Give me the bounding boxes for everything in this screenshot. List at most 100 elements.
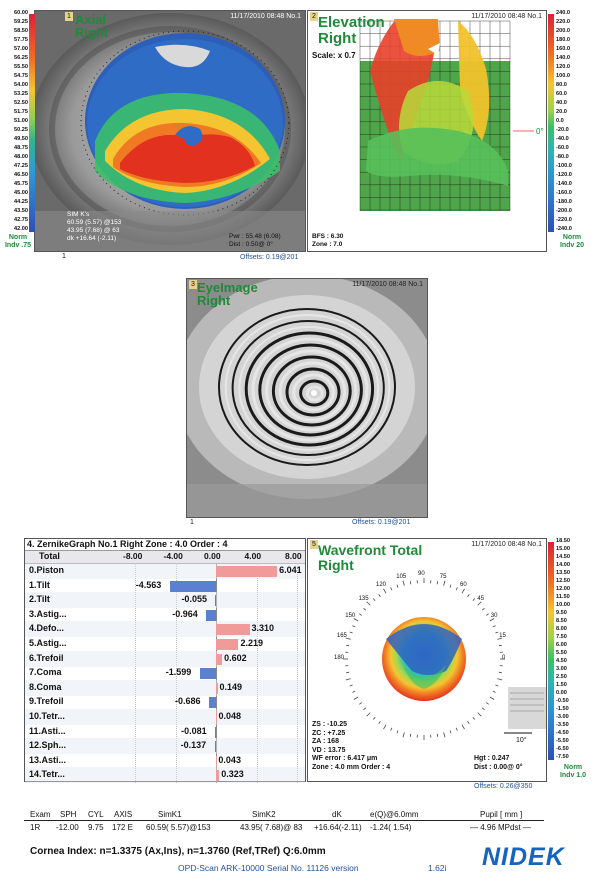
zernike-row-value: -0.055 <box>181 594 207 605</box>
zernike-row-label: 10.Tetr... <box>29 711 65 721</box>
scale-tick-label: 9.50 <box>556 610 567 616</box>
zernike-row-label: 7.Coma <box>29 667 62 678</box>
wavefront-angle-label: 135 <box>358 595 369 602</box>
scale-tick-label: 12.00 <box>556 586 570 592</box>
zernike-row-label: 9.Trefoil <box>29 696 64 707</box>
wavefront-angle-label: 90 <box>418 571 425 577</box>
axial-simk-title: SIM K's <box>67 211 90 218</box>
device-info: OPD-Scan ARK-10000 Serial No. 11126 vers… <box>178 863 359 873</box>
summary-value-cell: 60.59( 5.57)@153 <box>146 823 211 832</box>
wavefront-scale-labels: 18.50 15.00 14.50 14.00 13.50 12.50 12.00 11.50… <box>556 538 586 762</box>
wavefront-angle-label: 150 <box>345 613 356 619</box>
scale-tick-label: 220.0 <box>556 19 570 25</box>
zernike-row-value: 0.149 <box>219 681 243 692</box>
scale-tick-label: 47.25 <box>14 163 28 169</box>
axial-scale-footer: Norm Indv .75 <box>3 234 33 250</box>
scale-tick-label: -6.50 <box>556 746 569 752</box>
axial-scale-labels: 60.00 59.25 58.50 57.75 57.00 56.25 55.50 54.75… <box>2 10 28 234</box>
scale-tick-label: 57.75 <box>14 37 28 43</box>
scale-tick-label: -120.0 <box>556 172 572 178</box>
scale-tick-label: -180.0 <box>556 199 572 205</box>
scale-tick-label: 54.00 <box>14 82 28 88</box>
scale-tick-label: 1.50 <box>556 682 567 688</box>
zernike-bar <box>216 566 278 577</box>
wavefront-angle-label: 105 <box>396 573 407 580</box>
wavefront-scale-foot2: Indv 1.0 <box>559 772 587 779</box>
zernike-row: 0.Piston 6.041 <box>25 563 305 579</box>
scale-tick-label: 18.50 <box>556 538 570 544</box>
scale-tick-label: -4.50 <box>556 730 569 736</box>
elevation-3d-image <box>308 11 546 251</box>
zernike-grid-line <box>297 563 298 783</box>
summary-header-cell: Exam <box>30 810 51 819</box>
zernike-row: 4.Defo... 3.310 <box>25 621 305 638</box>
zernike-grid-line <box>216 563 217 783</box>
zernike-row-label: 4.Defo... <box>29 623 65 634</box>
zernike-row: 10.Tetr... 0.048 <box>25 709 305 725</box>
scale-tick-label: 180.0 <box>556 37 570 43</box>
zernike-total-label: Total <box>39 551 60 561</box>
eye-image-title: EyeImage <box>197 280 258 295</box>
elevation-scale-text: Scale: x 0.7 <box>312 51 356 60</box>
scale-tick-label: 240.0 <box>556 10 570 16</box>
zernike-grid <box>25 563 305 783</box>
summary-header-cell: SimK1 <box>158 810 182 819</box>
zernike-bar <box>216 653 223 665</box>
zernike-row: 3.Astig... -0.964 <box>25 607 305 623</box>
wavefront-angle-label: 45 <box>477 595 485 602</box>
scale-tick-label: 80.0 <box>556 82 567 88</box>
zernike-row-label: 12.Sph... <box>29 740 67 751</box>
scale-tick-label: -20.0 <box>556 127 569 133</box>
nidek-logo: NIDEK <box>482 843 565 871</box>
panel-index-badge: 1 <box>65 12 73 21</box>
zernike-grid-line <box>256 563 258 783</box>
scale-tick-label: 6.00 <box>556 642 567 648</box>
zernike-row: 9.Trefoil -0.686 <box>25 694 305 710</box>
summary-value-cell: 172 E <box>112 823 133 832</box>
scale-tick-label: 48.75 <box>14 145 28 151</box>
scale-tick-label: 8.50 <box>556 618 567 624</box>
scale-tick-label: 0.0 <box>556 118 564 124</box>
elevation-zone: Zone : 7.0 <box>312 241 343 248</box>
zernike-row-value: -4.563 <box>135 579 162 590</box>
scale-tick-label: 44.25 <box>14 199 28 205</box>
zernike-rows: 0.Piston 6.041 1.Tilt -4.563 2.Tilt -0.055 3.A… <box>25 563 305 784</box>
scale-tick-label: 55.50 <box>14 64 28 70</box>
wavefront-angle-label: 15 <box>499 633 506 640</box>
zernike-row-label: 3.Astig... <box>29 608 67 619</box>
wavefront-offsets: Offsets: 0.26@350 <box>474 783 533 790</box>
wavefront-panel: 5 Wavefront Total Right 11/17/2010 08:48… <box>307 538 547 782</box>
wavefront-dist: Dist : 0.00@ 0° <box>474 763 523 771</box>
summary-header-cell: e(Q)@6.0mm <box>370 810 419 819</box>
wavefront-color-scale <box>548 542 554 760</box>
wavefront-title: Wavefront Total <box>318 542 423 558</box>
summary-header-cell: SimK2 <box>252 810 276 819</box>
scale-tick-label: 0.00 <box>556 690 567 696</box>
zernike-row-value: 0.048 <box>218 711 242 721</box>
axial-pwr: Pwr : 55.48 (6.08) <box>229 233 281 240</box>
wavefront-rx-box: ZS : -10.25 ZC : +7.25 ZA : 168 VD : 13.… <box>312 721 390 772</box>
axial-title: Axial <box>75 12 107 27</box>
scale-tick-label: 20.0 <box>556 109 567 115</box>
panel-index-badge: 3 <box>189 280 197 289</box>
wavefront-hgt-box: Hgt : 0.247 Dist : 0.00@ 0° <box>474 755 523 772</box>
axial-dist: Dist : 0.50@ 0° <box>229 241 273 248</box>
wavefront-za: ZA : 168 <box>312 738 339 745</box>
wavefront-hgt: Hgt : 0.247 <box>474 755 510 762</box>
zernike-row: 12.Sph... -0.137 <box>25 738 305 755</box>
scale-tick-label: -100.0 <box>556 163 572 169</box>
zernike-bar <box>209 697 216 709</box>
scale-tick-label: 57.00 <box>14 46 28 52</box>
scale-tick-label: -240.0 <box>556 226 572 232</box>
zernike-row-value: 6.041 <box>279 565 302 575</box>
scale-tick-label: 59.25 <box>14 19 28 25</box>
zernike-tick-label: -8.00 <box>123 551 143 561</box>
zernike-bar <box>216 639 239 650</box>
axial-date: 11/17/2010 08:48 No.1 <box>230 13 301 20</box>
eye-image-offsets: Offsets: 0.19@201 <box>352 519 411 526</box>
zernike-row-label: 5.Astig... <box>29 638 67 648</box>
zernike-row-value: 3.310 <box>251 623 275 634</box>
zernike-bar <box>216 755 217 767</box>
panel-index-badge: 5 <box>310 540 318 549</box>
zernike-row-value: -0.964 <box>172 608 198 619</box>
